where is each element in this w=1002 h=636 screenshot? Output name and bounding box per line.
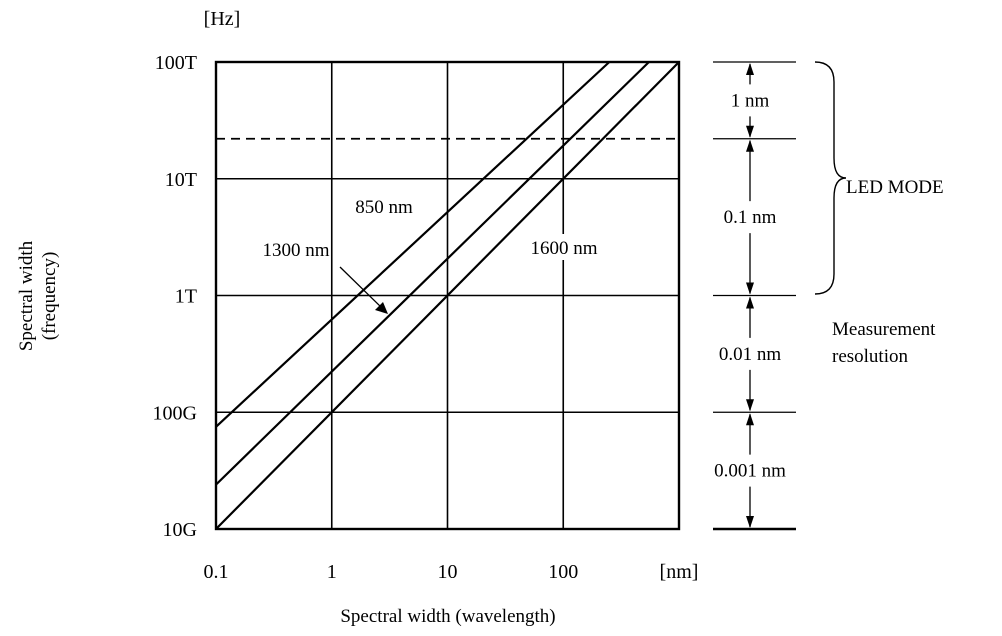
y-tick-label: 10T bbox=[165, 169, 197, 191]
series-line-1600-nm bbox=[215, 61, 680, 530]
series-line-1300-nm bbox=[215, 61, 650, 486]
y-tick-labels: 10G 100G 1T 10T 100T bbox=[153, 52, 197, 541]
plot-frame bbox=[214, 60, 681, 531]
resolution-arrow-head-up bbox=[746, 296, 754, 309]
x-axis-title: Spectral width (wavelength) bbox=[340, 606, 555, 627]
y-tick-label: 100G bbox=[153, 402, 197, 424]
resolution-range-label: 0.1 nm bbox=[724, 207, 777, 228]
resolution-arrow-head-down bbox=[746, 399, 754, 412]
label-850-bg bbox=[337, 193, 431, 219]
series-label-850: 850 nm bbox=[355, 197, 413, 218]
x-tick-label: 10 bbox=[438, 561, 458, 583]
series-label-1600: 1600 nm bbox=[530, 238, 597, 259]
led-mode-label: LED MODE bbox=[846, 177, 944, 198]
y-axis-title-line1: Spectral width bbox=[16, 240, 37, 351]
x-tick-label: 1 bbox=[327, 561, 337, 583]
x-unit-label: [nm] bbox=[660, 561, 699, 583]
measurement-label-line1: Measurement bbox=[832, 319, 936, 340]
series-1300-pointer-arrow bbox=[339, 266, 388, 314]
measurement-label-line2: resolution bbox=[832, 346, 908, 367]
resolution-range-label: 1 nm bbox=[731, 90, 770, 111]
series-line-850-nm bbox=[215, 61, 611, 428]
y-axis-title-line2: (frequency) bbox=[39, 252, 60, 341]
y-tick-label: 10G bbox=[163, 519, 197, 541]
y-tick-label: 100T bbox=[155, 52, 197, 74]
y-unit-label: [Hz] bbox=[204, 8, 241, 30]
led-mode-brace bbox=[814, 61, 847, 295]
resolution-arrow-head-up bbox=[746, 413, 754, 426]
y-axis-title: Spectral width (frequency) bbox=[16, 240, 60, 351]
x-tick-label: 0.1 bbox=[204, 561, 229, 583]
x-tick-labels: 0.1 1 10 100 bbox=[204, 561, 579, 583]
resolution-arrow-head-down bbox=[746, 282, 754, 295]
resolution-range-label: 0.01 nm bbox=[719, 344, 782, 365]
series-label-1300: 1300 nm bbox=[262, 240, 329, 261]
resolution-arrow-head-up bbox=[746, 139, 754, 152]
resolution-arrow-head-down bbox=[746, 516, 754, 528]
resolution-range-label: 0.001 nm bbox=[714, 461, 786, 482]
resolution-arrow-head-down bbox=[746, 125, 754, 138]
resolution-arrow-head-up bbox=[746, 63, 754, 75]
series-lines bbox=[215, 61, 680, 530]
x-tick-label: 100 bbox=[548, 561, 578, 583]
y-tick-label: 1T bbox=[175, 286, 197, 308]
resolution-scale: 1 nm 0.1 nm 0.01 nm 0.001 nm bbox=[713, 61, 796, 531]
label-1600-bg bbox=[515, 234, 613, 260]
